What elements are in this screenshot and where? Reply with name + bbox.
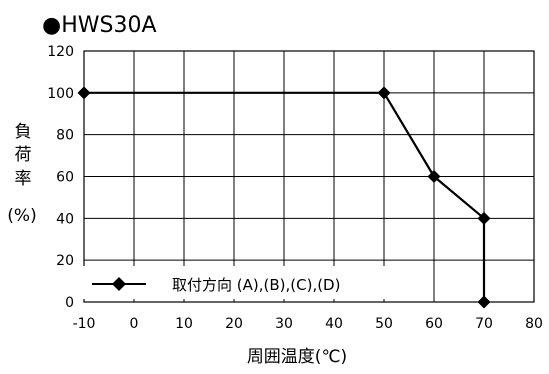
data-point — [427, 170, 441, 183]
x-tick-label: 80 — [525, 316, 543, 332]
y-tick-label: 100 — [47, 86, 74, 102]
x-tick-label: 70 — [475, 316, 493, 332]
plot-frame — [83, 50, 535, 303]
data-point — [77, 86, 91, 100]
x-tick-label: 30 — [275, 316, 293, 332]
x-tick-label: 60 — [425, 316, 443, 332]
data-point — [477, 295, 491, 309]
y-tick-label: 60 — [56, 170, 74, 186]
x-axis-label: 周囲温度(℃) — [247, 347, 347, 367]
legend-marker — [112, 277, 126, 291]
title-text: HWS30A — [61, 13, 156, 38]
legend-box — [79, 266, 385, 299]
y-tick-label: 40 — [56, 211, 74, 227]
y-tick-label: 20 — [56, 253, 74, 269]
x-tick-label: 10 — [175, 316, 193, 332]
tick-labels: -10 0 10 20 30 40 50 60 70 80 0 20 40 60 80 100 120 — [47, 44, 543, 332]
data-point — [477, 211, 491, 225]
x-tick-label: 20 — [225, 316, 243, 332]
chart-title: ●HWS30A — [42, 13, 157, 38]
y-axis-label: 負 荷 率 (%) — [7, 122, 36, 226]
x-tick-label: -10 — [73, 316, 96, 332]
y-axis-label-char: 荷 — [15, 145, 32, 165]
x-tick-label: 0 — [130, 316, 139, 332]
x-tick-label: 50 — [375, 316, 393, 332]
legend-label: 取付方向 (A),(B),(C),(D) — [172, 276, 340, 294]
y-tick-label: 80 — [56, 128, 74, 144]
title-bullet: ● — [42, 13, 61, 38]
legend: 取付方向 (A),(B),(C),(D) — [79, 266, 385, 299]
y-tick-label: 0 — [65, 295, 74, 311]
x-tick-label: 40 — [325, 316, 343, 332]
series-layer — [77, 86, 491, 309]
y-axis-label-char: 負 — [15, 122, 32, 142]
data-point — [377, 86, 391, 100]
y-tick-label: 120 — [47, 44, 74, 60]
y-axis-label-char: 率 — [15, 169, 32, 189]
y-axis-unit: (%) — [7, 206, 36, 226]
grid — [83, 50, 535, 303]
